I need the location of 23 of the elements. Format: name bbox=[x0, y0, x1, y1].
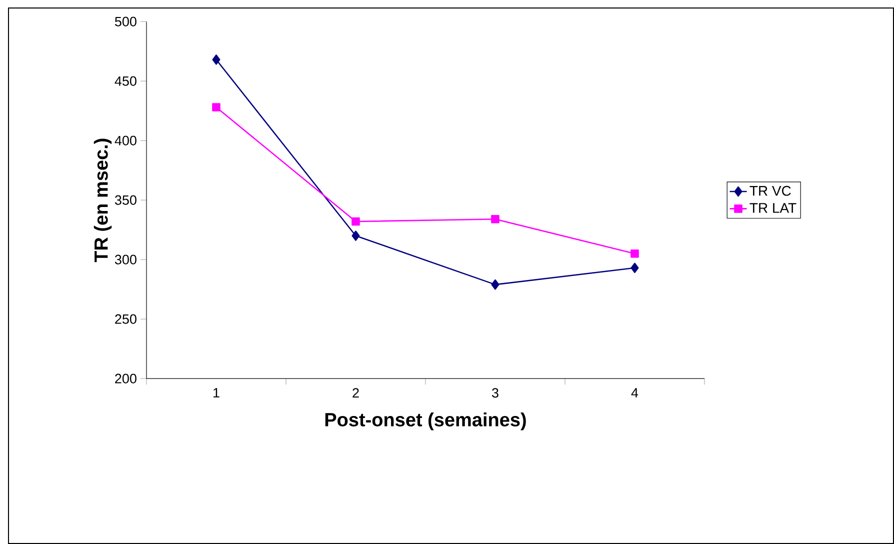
legend-label: TR VC bbox=[750, 186, 791, 196]
y-tick-label: 350 bbox=[114, 195, 136, 205]
point bbox=[630, 249, 639, 258]
legend-label: TR LAT bbox=[750, 203, 796, 213]
point bbox=[491, 214, 500, 224]
point bbox=[212, 103, 220, 112]
x-tick-label: 4 bbox=[631, 388, 638, 398]
y-tick-label: 500 bbox=[114, 16, 136, 26]
x-tick-label: 2 bbox=[352, 388, 359, 398]
x-tick-label: 1 bbox=[214, 388, 220, 398]
point bbox=[491, 279, 500, 290]
y-tick-label: 300 bbox=[114, 254, 136, 264]
y-axis-title: TR (en msec.) bbox=[94, 138, 112, 262]
x-axis-title: Post-onset (semaines) bbox=[325, 412, 526, 430]
point bbox=[352, 217, 360, 226]
y-tick-label: 250 bbox=[115, 314, 136, 324]
point bbox=[212, 54, 220, 65]
y-tick-label: 450 bbox=[114, 76, 136, 86]
y-tick-label: 400 bbox=[114, 136, 136, 146]
point bbox=[630, 262, 639, 274]
point bbox=[352, 230, 360, 241]
x-tick-label: 3 bbox=[492, 388, 498, 398]
y-tick-label: 200 bbox=[115, 374, 136, 384]
